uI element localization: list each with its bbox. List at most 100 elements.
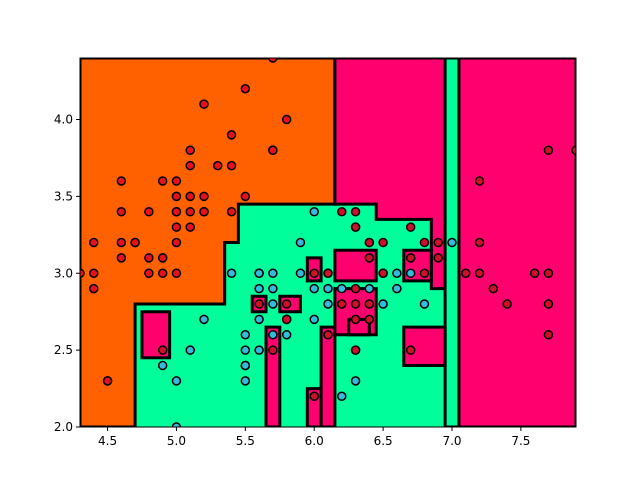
data-point-class-2 xyxy=(364,299,375,309)
data-point-class-2 xyxy=(254,299,264,309)
data-point-class-1 xyxy=(419,299,430,309)
data-point-class-1 xyxy=(240,360,251,371)
data-point-class-1 xyxy=(199,314,209,325)
data-point-class-2 xyxy=(543,268,554,278)
data-point-class-2 xyxy=(350,207,361,217)
data-point-class-2 xyxy=(350,345,361,355)
data-point-class-1 xyxy=(337,391,347,401)
data-point-class-1 xyxy=(171,422,182,427)
decision-region-14 xyxy=(402,325,447,367)
data-point-class-0 xyxy=(226,130,237,140)
data-point-class-0 xyxy=(185,191,195,202)
decision-regions xyxy=(80,58,576,427)
data-point-class-1 xyxy=(323,283,333,294)
data-point-class-1 xyxy=(350,376,361,386)
x-tick-label: 7.5 xyxy=(511,434,530,448)
data-point-class-0 xyxy=(240,191,251,202)
data-point-class-2 xyxy=(543,299,554,309)
data-point-class-0 xyxy=(89,283,99,294)
data-point-class-1 xyxy=(268,299,278,309)
data-point-class-0 xyxy=(185,222,195,232)
data-point-class-0 xyxy=(226,160,237,171)
data-point-class-1 xyxy=(323,299,333,309)
data-point-class-1 xyxy=(268,330,278,340)
data-point-class-0 xyxy=(171,176,182,186)
data-point-class-2 xyxy=(405,345,416,355)
data-point-class-1 xyxy=(309,283,319,294)
data-point-class-2 xyxy=(405,253,416,263)
data-point-class-2 xyxy=(157,345,168,355)
data-point-class-2 xyxy=(350,299,361,309)
data-point-class-0 xyxy=(116,176,127,186)
data-point-class-0 xyxy=(89,237,99,248)
data-point-class-0 xyxy=(157,176,168,186)
data-point-class-1 xyxy=(295,268,306,278)
x-axis: 4.5 5.0 5.5 6.0 6.5 7.0 7.5 xyxy=(98,427,530,448)
data-point-class-2 xyxy=(364,237,375,248)
data-point-class-1 xyxy=(447,237,457,248)
data-point-class-2 xyxy=(323,268,333,278)
data-point-class-2 xyxy=(502,299,512,309)
data-point-class-0 xyxy=(130,237,140,248)
data-point-class-1 xyxy=(378,299,388,309)
data-point-class-0 xyxy=(281,114,292,125)
data-point-class-2 xyxy=(474,176,485,186)
data-point-class-2 xyxy=(364,314,375,325)
data-point-class-1 xyxy=(254,268,264,278)
data-point-class-2 xyxy=(268,345,278,355)
x-tick-label: 5.5 xyxy=(236,434,255,448)
data-point-class-2 xyxy=(350,222,361,232)
data-point-class-2 xyxy=(378,268,388,278)
data-point-class-1 xyxy=(240,330,251,340)
data-point-class-2 xyxy=(337,299,347,309)
data-point-class-1 xyxy=(281,330,292,340)
data-point-class-2 xyxy=(433,253,443,263)
data-point-class-1 xyxy=(157,360,168,371)
data-point-class-2 xyxy=(309,268,319,278)
y-axis: 2.0 2.5 3.0 3.5 4.0 xyxy=(54,113,80,434)
data-point-class-1 xyxy=(268,268,278,278)
data-point-class-0 xyxy=(213,160,223,171)
plot-frame xyxy=(79,57,577,428)
data-point-class-0 xyxy=(171,207,182,217)
data-point-class-1 xyxy=(254,283,264,294)
data-point-class-2 xyxy=(281,314,292,325)
x-tick-label: 5.0 xyxy=(167,434,186,448)
y-tick-label: 3.0 xyxy=(54,266,73,280)
data-point-class-2 xyxy=(488,283,499,294)
data-point-class-1 xyxy=(226,268,237,278)
data-point-class-2 xyxy=(337,207,347,217)
data-point-class-1 xyxy=(392,268,402,278)
x-tick-label: 6.0 xyxy=(305,434,324,448)
x-tick-label: 4.5 xyxy=(98,434,117,448)
data-point-class-1 xyxy=(254,345,264,355)
data-point-class-0 xyxy=(80,268,85,278)
data-point-class-0 xyxy=(185,160,195,171)
data-point-class-0 xyxy=(199,191,209,202)
data-point-class-1 xyxy=(392,283,402,294)
data-point-class-2 xyxy=(378,237,388,248)
data-point-class-2 xyxy=(433,237,443,248)
data-point-class-0 xyxy=(199,207,209,217)
data-point-class-0 xyxy=(171,191,182,202)
decision-region-5 xyxy=(264,325,282,427)
data-point-class-0 xyxy=(116,253,127,263)
data-point-class-1 xyxy=(337,283,347,294)
data-point-class-1 xyxy=(405,268,416,278)
data-point-class-2 xyxy=(405,222,416,232)
y-tick-label: 2.5 xyxy=(54,343,73,357)
data-point-class-2 xyxy=(543,145,554,155)
data-point-class-0 xyxy=(171,268,182,278)
data-point-class-0 xyxy=(226,207,237,217)
data-point-class-1 xyxy=(240,376,251,386)
data-point-class-2 xyxy=(323,330,333,340)
data-point-class-0 xyxy=(102,376,113,386)
data-point-class-0 xyxy=(157,253,168,263)
scatter-points xyxy=(80,58,576,427)
data-point-class-1 xyxy=(185,345,195,355)
data-point-class-2 xyxy=(419,268,430,278)
decision-region-9 xyxy=(319,325,337,427)
y-tick-label: 4.0 xyxy=(54,113,73,127)
data-point-class-1 xyxy=(364,283,375,294)
